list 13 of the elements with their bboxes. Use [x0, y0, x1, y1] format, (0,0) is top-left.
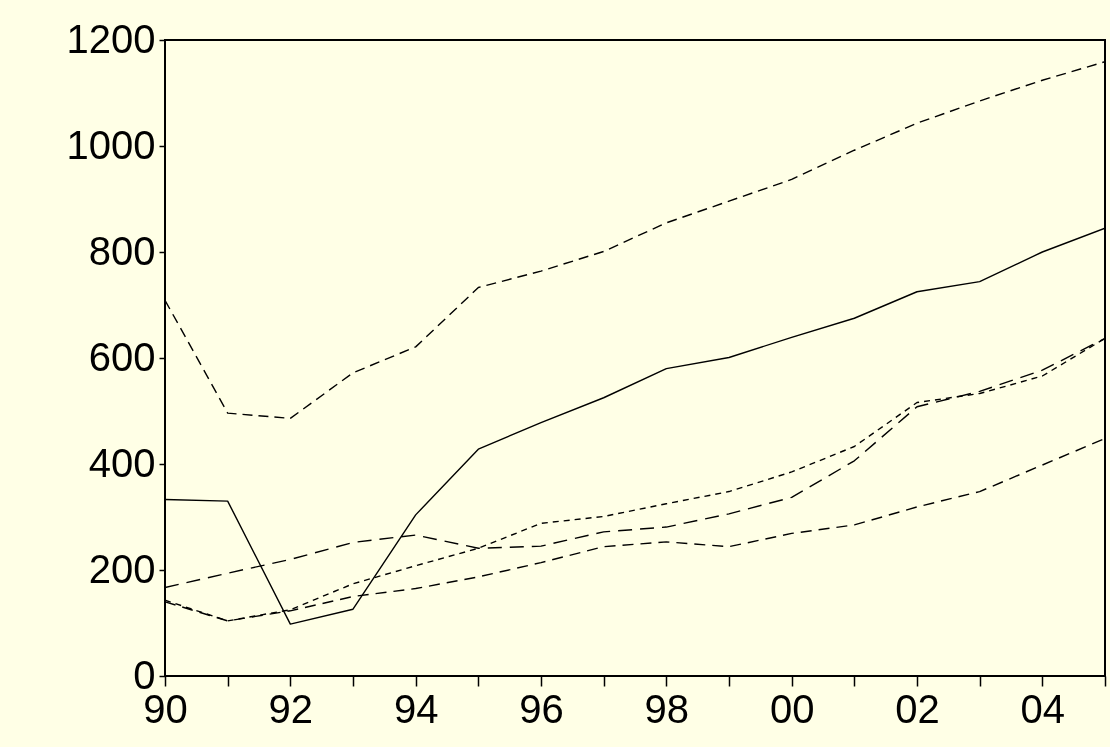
y-tick-label: 400 [88, 440, 156, 485]
x-tick-label: 00 [769, 686, 815, 731]
x-tick-label: 02 [895, 686, 940, 731]
x-tick-label: 96 [519, 686, 564, 731]
x-tick-label: 92 [268, 686, 314, 731]
y-tick-label: 1000 [66, 122, 156, 167]
y-tick-label: 600 [88, 334, 156, 379]
y-tick-label: 800 [88, 228, 156, 273]
y-tick-label: 200 [88, 546, 156, 591]
y-tick-label: 1200 [66, 16, 156, 61]
x-tick-label: 98 [644, 686, 690, 731]
x-tick-label: 94 [393, 686, 439, 731]
x-tick-label: 04 [1020, 686, 1066, 731]
